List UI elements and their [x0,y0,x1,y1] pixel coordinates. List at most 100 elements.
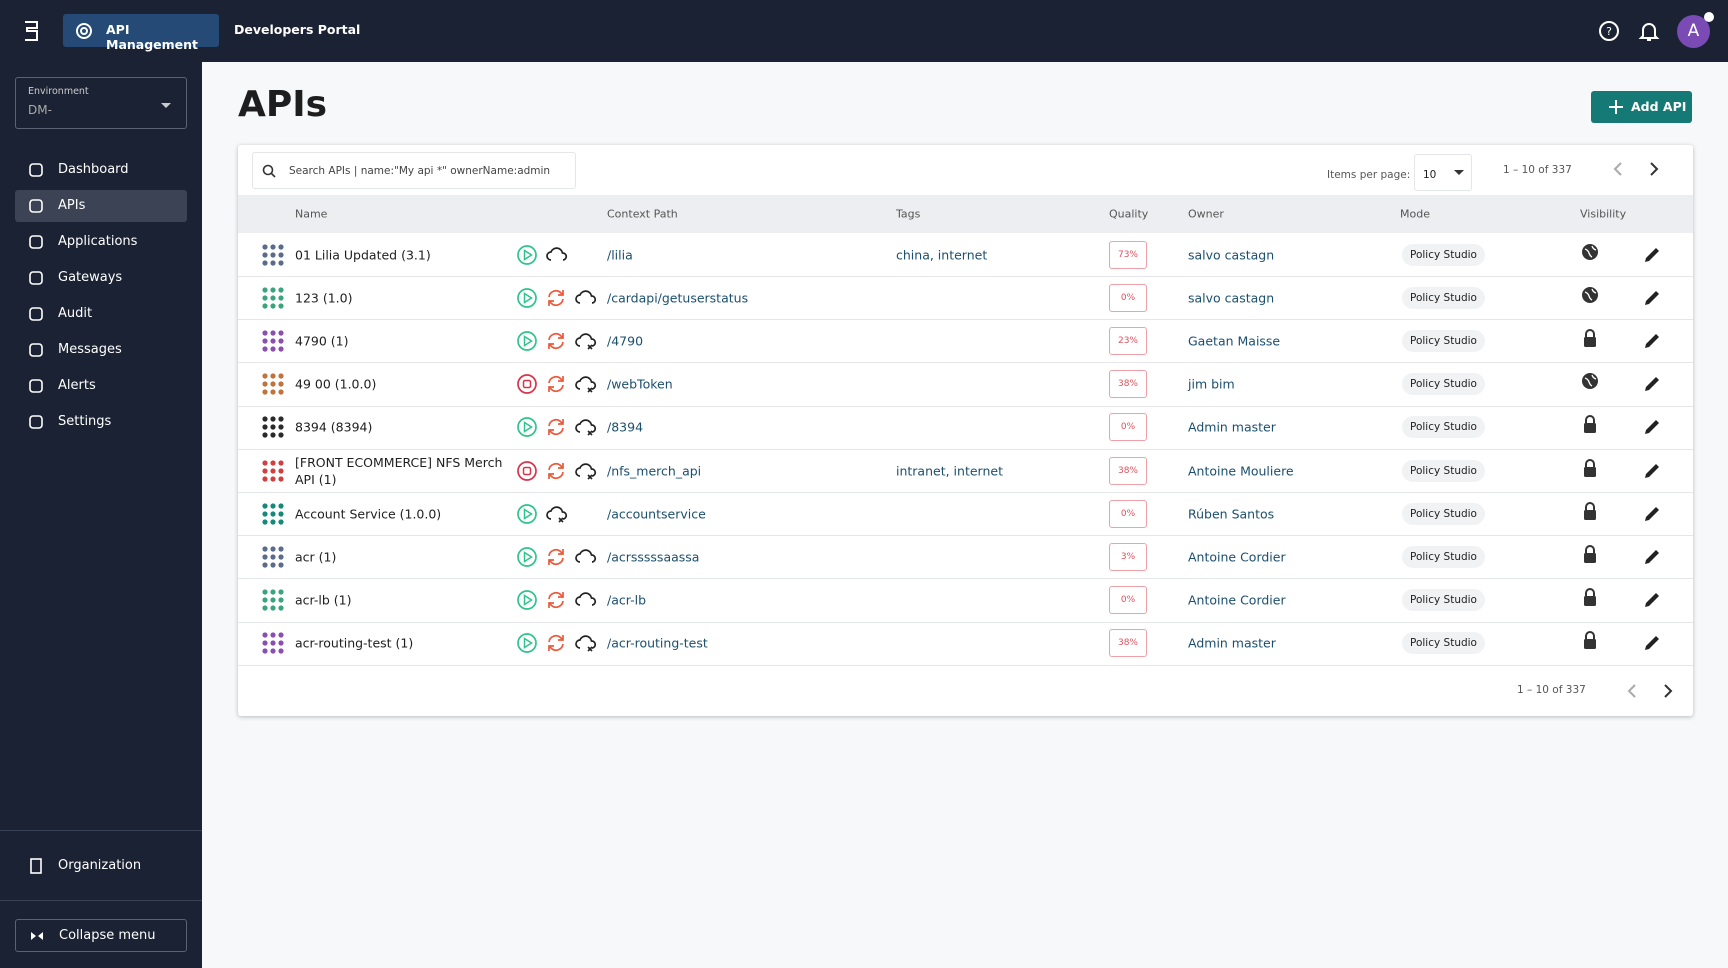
out-of-sync-icon [545,589,567,615]
mode-chip: Policy Studio [1402,416,1485,439]
next-page[interactable] [1662,684,1674,698]
edit-button[interactable] [1642,374,1662,398]
row-divider [238,448,1693,450]
nav-item[interactable]: Settings [15,406,187,438]
mode-chip: Policy Studio [1402,502,1485,525]
plus-icon [1609,100,1623,114]
row-divider [238,362,1693,364]
mode-chip: Policy Studio [1402,286,1485,309]
bell-icon[interactable] [1638,20,1660,42]
pagination-range: 1 – 10 of 337 [1503,164,1572,176]
next-page[interactable] [1648,162,1660,176]
quality-badge: 38% [1109,456,1147,485]
nav-label: Collapse menu [59,928,156,943]
owner: salvo castagn [1188,247,1275,263]
items-per-page-select[interactable]: 10 [1414,154,1472,191]
mode-chip: Policy Studio [1402,330,1485,352]
row-divider [238,405,1693,407]
api-name: 49 00 (1.0.0) [295,376,377,392]
deploy-icon [574,415,598,443]
quality-badge: 0% [1109,413,1147,442]
edit-button[interactable] [1642,331,1662,355]
edit-button[interactable] [1642,633,1662,657]
page-title: APIs [238,84,328,125]
visibility-icon [1580,587,1600,611]
edit-button[interactable] [1642,245,1662,269]
out-of-sync-icon [545,416,567,442]
api-avatar [259,284,287,312]
developers-portal-link[interactable]: Developers Portal [234,22,361,37]
owner: Rúben Santos [1188,506,1275,522]
prev-page[interactable] [1626,684,1638,698]
items-per-page-value: 10 [1423,169,1437,181]
nav-item[interactable]: Applications [15,226,187,258]
nav-item[interactable]: Alerts [15,370,187,402]
nav-label: Gateways [58,270,123,285]
api-name: 123 (1.0) [295,290,353,306]
environment-select[interactable]: Environment DM- [15,77,187,129]
nav-label: Settings [58,414,112,429]
status-icon [516,503,538,529]
owner: Antoine Cordier [1188,592,1286,608]
column-header: Name [295,207,328,221]
logo [25,21,38,41]
org-icon [30,858,42,874]
api-name: acr-routing-test (1) [295,635,414,651]
api-management-tab[interactable]: API Management [63,14,219,52]
edit-button[interactable] [1642,288,1662,312]
quality-badge: 73% [1109,240,1147,269]
add-api-button[interactable]: Add API [1591,91,1692,123]
visibility-icon [1580,328,1600,352]
api-avatar [259,500,287,528]
environment-label: Environment [28,86,89,97]
prev-page[interactable] [1612,162,1624,176]
deploy-icon [574,286,598,314]
items-per-page-label: Items per page: [1327,169,1411,181]
quality-badge: 23% [1109,327,1147,355]
nav-item[interactable]: Audit [15,298,187,330]
nav-item[interactable]: APIs [15,190,187,222]
quality-badge: 3% [1109,543,1147,571]
nav-icon [29,235,43,249]
status-icon [516,632,538,658]
sidebar: Environment DM- Dashboard APIs Application… [0,62,202,968]
help-icon[interactable]: ? [1598,20,1620,42]
edit-button[interactable] [1642,461,1662,485]
mode-chip: Policy Studio [1402,243,1485,266]
context-path: /cardapi/getuserstatus [607,290,749,306]
svg-text:?: ? [1606,25,1612,38]
api-name: acr-lb (1) [295,592,352,608]
search-box[interactable]: Search APIs | name:"My api *" ownerName:… [252,152,576,189]
mode-chip: Policy Studio [1402,459,1485,482]
row-divider [238,621,1693,623]
nav-item[interactable]: Dashboard [15,154,187,186]
nav-item[interactable]: Messages [15,334,187,366]
row-divider [238,492,1693,493]
edit-button[interactable] [1642,504,1662,528]
pagination-range-bottom: 1 – 10 of 337 [1517,684,1586,696]
owner: Admin master [1188,419,1276,435]
edit-button[interactable] [1642,547,1662,571]
status-icon [516,416,538,442]
organization-link[interactable]: Organization [15,850,187,882]
header-row [238,195,1693,233]
edit-button[interactable] [1642,417,1662,441]
row-divider [238,276,1693,277]
context-path: /8394 [607,419,644,435]
visibility-icon [1580,285,1600,309]
collapse-button[interactable]: Collapse menu [15,919,187,952]
context-path: /accountservice [607,506,706,522]
quality-badge: 38% [1109,370,1147,399]
api-avatar [259,370,287,398]
visibility-icon [1580,630,1600,654]
deploy-icon [574,545,598,573]
edit-button[interactable] [1642,590,1662,614]
api-name: Account Service (1.0.0) [295,506,442,522]
nav-item[interactable]: Gateways [15,262,187,294]
avatar-badge [1704,12,1714,22]
status-icon [516,287,538,313]
out-of-sync-icon [545,287,567,313]
column-header: Mode [1400,207,1430,221]
context-path: /acr-routing-test [607,635,708,651]
